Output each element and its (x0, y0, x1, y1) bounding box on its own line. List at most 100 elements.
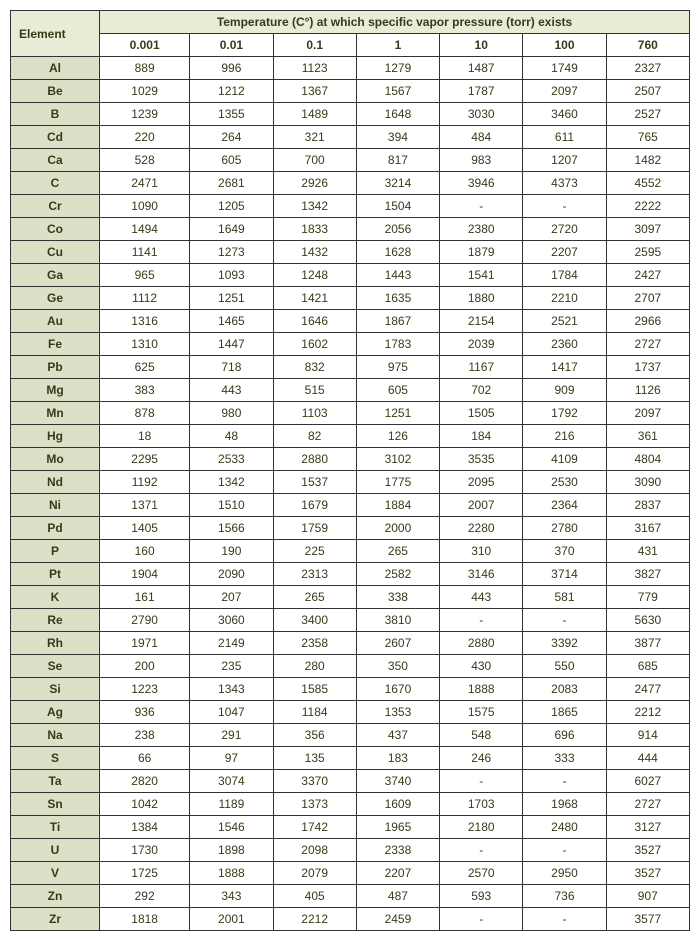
temperature-value: - (523, 770, 606, 793)
temperature-value: 1192 (100, 471, 190, 494)
temperature-value: 1141 (100, 241, 190, 264)
temperature-value: 1904 (100, 563, 190, 586)
temperature-value: 2280 (440, 517, 523, 540)
table-row: C2471268129263214394643734552 (11, 172, 690, 195)
temperature-value: 2820 (100, 770, 190, 793)
element-symbol: Al (11, 57, 100, 80)
temperature-value: 696 (523, 724, 606, 747)
temperature-value: 3577 (606, 908, 689, 931)
table-row: Pd1405156617592000228027803167 (11, 517, 690, 540)
temperature-value: 394 (356, 126, 439, 149)
element-symbol: Zr (11, 908, 100, 931)
temperature-value: 3167 (606, 517, 689, 540)
temperature-value: 2727 (606, 793, 689, 816)
temperature-value: 2427 (606, 264, 689, 287)
element-symbol: Rh (11, 632, 100, 655)
temperature-value: 207 (190, 586, 273, 609)
temperature-value: 1635 (356, 287, 439, 310)
temperature-value: 2360 (523, 333, 606, 356)
temperature-value: 1489 (273, 103, 356, 126)
temperature-value: 430 (440, 655, 523, 678)
temperature-value: 1792 (523, 402, 606, 425)
temperature-value: 1884 (356, 494, 439, 517)
temperature-value: 2570 (440, 862, 523, 885)
temperature-value: 1670 (356, 678, 439, 701)
element-symbol: Ta (11, 770, 100, 793)
temperature-value: 484 (440, 126, 523, 149)
temperature-value: 3877 (606, 632, 689, 655)
temperature-value: 2707 (606, 287, 689, 310)
element-symbol: Ga (11, 264, 100, 287)
header-row-2: 0.0010.010.1110100760 (11, 34, 690, 57)
temperature-value: 1965 (356, 816, 439, 839)
temperature-value: 2001 (190, 908, 273, 931)
temperature-value: 2313 (273, 563, 356, 586)
table-row: Mo2295253328803102353541094804 (11, 448, 690, 471)
temperature-value: 996 (190, 57, 273, 80)
temperature-value: 909 (523, 379, 606, 402)
temperature-value: 1487 (440, 57, 523, 80)
temperature-value: 3527 (606, 839, 689, 862)
temperature-value: 2681 (190, 172, 273, 195)
temperature-value: 1251 (356, 402, 439, 425)
element-symbol: S (11, 747, 100, 770)
temperature-value: 431 (606, 540, 689, 563)
temperature-value: 1384 (100, 816, 190, 839)
temperature-value: 1749 (523, 57, 606, 80)
temperature-value: 1103 (273, 402, 356, 425)
temperature-value: 1342 (190, 471, 273, 494)
temperature-value: 3030 (440, 103, 523, 126)
temperature-value: 2790 (100, 609, 190, 632)
pressure-col-header: 760 (606, 34, 689, 57)
temperature-value: 333 (523, 747, 606, 770)
element-symbol: Pd (11, 517, 100, 540)
temperature-value: 1417 (523, 356, 606, 379)
temperature-value: 1787 (440, 80, 523, 103)
temperature-value: 1566 (190, 517, 273, 540)
temperature-value: 2950 (523, 862, 606, 885)
temperature-value: 1649 (190, 218, 273, 241)
temperature-value: - (440, 839, 523, 862)
temperature-value: 1342 (273, 195, 356, 218)
table-row: Ca52860570081798312071482 (11, 149, 690, 172)
temperature-value: 1818 (100, 908, 190, 931)
temperature-value: 2380 (440, 218, 523, 241)
temperature-value: 4109 (523, 448, 606, 471)
temperature-value: 5630 (606, 609, 689, 632)
temperature-value: 2607 (356, 632, 439, 655)
table-row: Ag936104711841353157518652212 (11, 701, 690, 724)
table-row: Ga965109312481443154117842427 (11, 264, 690, 287)
table-row: K161207265338443581779 (11, 586, 690, 609)
element-symbol: Nd (11, 471, 100, 494)
element-symbol: U (11, 839, 100, 862)
temperature-value: 1405 (100, 517, 190, 540)
temperature-value: 3810 (356, 609, 439, 632)
temperature-value: 975 (356, 356, 439, 379)
temperature-value: 980 (190, 402, 273, 425)
temperature-value: 2090 (190, 563, 273, 586)
table-row: Mn87898011031251150517922097 (11, 402, 690, 425)
temperature-value: 2880 (273, 448, 356, 471)
temperature-value: 1223 (100, 678, 190, 701)
temperature-value: 1279 (356, 57, 439, 80)
table-row: P160190225265310370431 (11, 540, 690, 563)
table-header: Element Temperature (C°) at which specif… (11, 11, 690, 57)
header-row-1: Element Temperature (C°) at which specif… (11, 11, 690, 34)
temperature-value: 2459 (356, 908, 439, 931)
table-row: Ge1112125114211635188022102707 (11, 287, 690, 310)
element-header: Element (11, 11, 100, 57)
temperature-value: 1042 (100, 793, 190, 816)
element-symbol: Ag (11, 701, 100, 724)
temperature-value: 1207 (523, 149, 606, 172)
temperature-value: 3060 (190, 609, 273, 632)
temperature-value: 3946 (440, 172, 523, 195)
temperature-value: 2097 (606, 402, 689, 425)
temperature-value: 1353 (356, 701, 439, 724)
pressure-col-header: 0.1 (273, 34, 356, 57)
table-row: Si1223134315851670188820832477 (11, 678, 690, 701)
table-row: Ta2820307433703740--6027 (11, 770, 690, 793)
temperature-value: 1867 (356, 310, 439, 333)
element-symbol: Mn (11, 402, 100, 425)
temperature-value: 1447 (190, 333, 273, 356)
temperature-value: 405 (273, 885, 356, 908)
